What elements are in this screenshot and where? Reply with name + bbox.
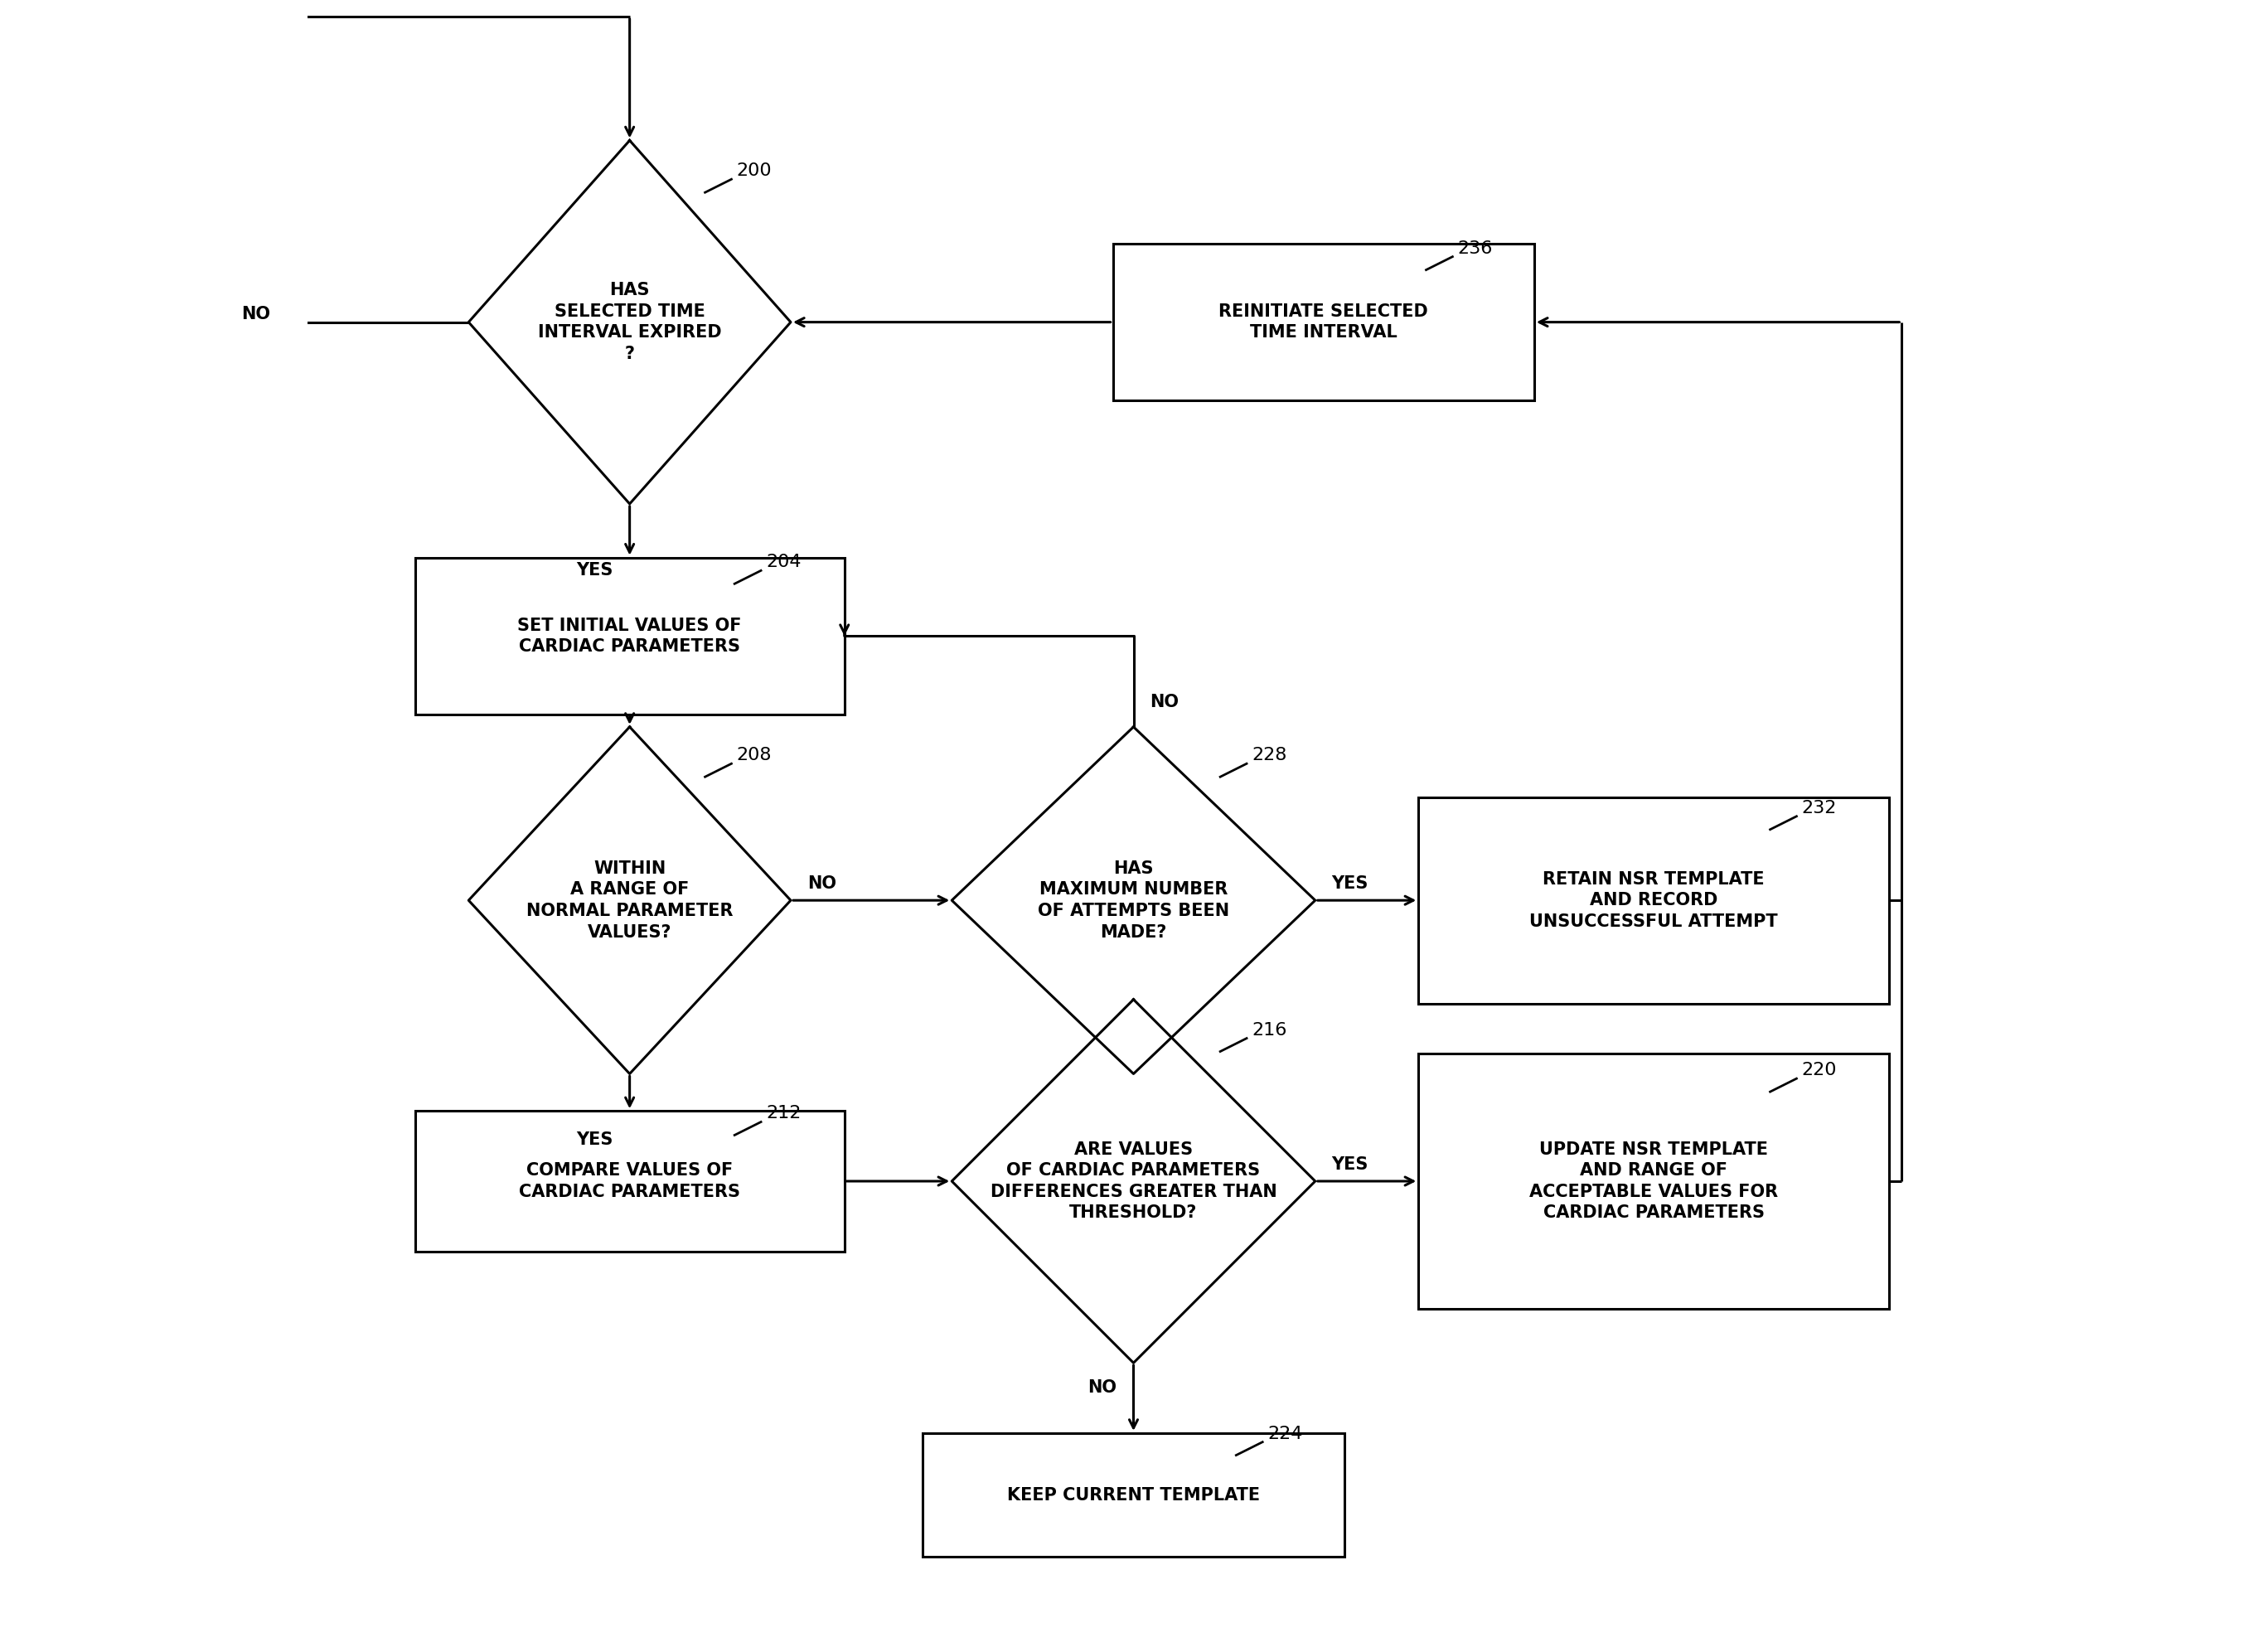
Text: NO: NO: [1088, 1379, 1118, 1396]
Text: NO: NO: [1149, 694, 1179, 710]
Polygon shape: [952, 727, 1315, 1074]
Text: KEEP CURRENT TEMPLATE: KEEP CURRENT TEMPLATE: [1007, 1487, 1260, 1503]
Text: YES: YES: [1331, 876, 1369, 892]
Polygon shape: [469, 727, 791, 1074]
Bar: [1113, 243, 1535, 400]
Text: 232: 232: [1802, 800, 1836, 816]
Polygon shape: [469, 140, 791, 504]
Text: ARE VALUES
OF CARDIAC PARAMETERS
DIFFERENCES GREATER THAN
THRESHOLD?: ARE VALUES OF CARDIAC PARAMETERS DIFFERE…: [991, 1142, 1276, 1221]
Bar: [415, 558, 843, 715]
Text: HAS
MAXIMUM NUMBER
OF ATTEMPTS BEEN
MADE?: HAS MAXIMUM NUMBER OF ATTEMPTS BEEN MADE…: [1038, 861, 1229, 940]
Bar: [415, 1112, 843, 1252]
Text: REINITIATE SELECTED
TIME INTERVAL: REINITIATE SELECTED TIME INTERVAL: [1220, 304, 1428, 340]
Text: YES: YES: [1331, 1156, 1369, 1173]
Text: NO: NO: [807, 876, 837, 892]
Text: COMPARE VALUES OF
CARDIAC PARAMETERS: COMPARE VALUES OF CARDIAC PARAMETERS: [519, 1163, 741, 1199]
Text: NO: NO: [240, 306, 270, 322]
Bar: [923, 1432, 1344, 1556]
Bar: [1419, 798, 1888, 1003]
Text: 224: 224: [1267, 1426, 1304, 1442]
Text: 200: 200: [737, 162, 771, 180]
Text: RETAIN NSR TEMPLATE
AND RECORD
UNSUCCESSFUL ATTEMPT: RETAIN NSR TEMPLATE AND RECORD UNSUCCESS…: [1530, 871, 1777, 930]
Text: 228: 228: [1251, 747, 1288, 763]
Text: WITHIN
A RANGE OF
NORMAL PARAMETER
VALUES?: WITHIN A RANGE OF NORMAL PARAMETER VALUE…: [526, 861, 732, 940]
Text: YES: YES: [576, 562, 612, 578]
Text: 216: 216: [1251, 1021, 1288, 1039]
Text: UPDATE NSR TEMPLATE
AND RANGE OF
ACCEPTABLE VALUES FOR
CARDIAC PARAMETERS: UPDATE NSR TEMPLATE AND RANGE OF ACCEPTA…: [1530, 1142, 1777, 1221]
Text: YES: YES: [576, 1132, 612, 1148]
Polygon shape: [952, 999, 1315, 1363]
Text: SET INITIAL VALUES OF
CARDIAC PARAMETERS: SET INITIAL VALUES OF CARDIAC PARAMETERS: [517, 618, 741, 654]
Text: HAS
SELECTED TIME
INTERVAL EXPIRED
?: HAS SELECTED TIME INTERVAL EXPIRED ?: [537, 282, 721, 362]
Bar: [1419, 1054, 1888, 1310]
Text: 212: 212: [766, 1105, 800, 1122]
Text: 220: 220: [1802, 1062, 1836, 1079]
Text: 204: 204: [766, 553, 800, 570]
Text: 236: 236: [1458, 240, 1492, 256]
Text: 208: 208: [737, 747, 771, 763]
